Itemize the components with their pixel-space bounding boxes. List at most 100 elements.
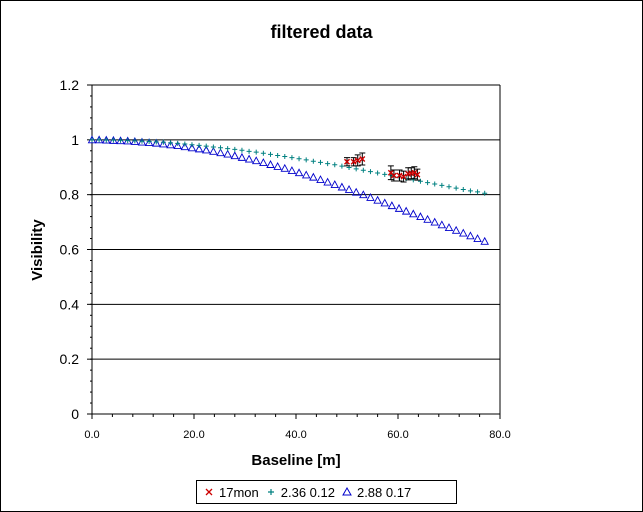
plus-point — [189, 142, 195, 148]
triangle-point — [259, 158, 268, 167]
triangle-point — [459, 228, 468, 237]
plus-point — [439, 182, 445, 188]
y-tick-label: 0 — [71, 406, 79, 422]
plus-point — [425, 180, 431, 186]
plus-point — [153, 139, 159, 145]
plus-point — [353, 166, 359, 172]
plus-point — [103, 137, 109, 143]
plus-point — [239, 147, 245, 153]
x-marker-icon — [205, 488, 213, 496]
triangle-point — [330, 180, 340, 188]
plus-point — [289, 155, 295, 161]
series-2-36-0-12 — [89, 137, 488, 196]
plus-point — [339, 163, 345, 169]
plus-point — [246, 148, 252, 154]
y-tick-label: 0.8 — [60, 187, 80, 203]
plus-point — [210, 144, 216, 150]
triangle-point — [201, 145, 211, 154]
x-axis-title: Baseline [m] — [251, 452, 340, 469]
triangle-point — [251, 156, 261, 165]
plus-point — [275, 152, 281, 158]
plus-point — [203, 143, 209, 149]
x-tick-label: 60.0 — [387, 429, 408, 441]
plus-point — [296, 156, 302, 162]
triangle-point — [159, 139, 168, 148]
triangle-point — [144, 138, 154, 147]
plus-point — [432, 181, 438, 187]
legend: 17mon 2.36 0.12 2.88 0.17 — [196, 480, 457, 504]
triangle-point — [444, 223, 454, 232]
triangle-point — [280, 163, 290, 172]
plus-point — [382, 171, 388, 177]
plus-point — [168, 140, 174, 146]
triangle-point — [216, 148, 225, 157]
plus-point — [260, 150, 266, 156]
plus-point — [96, 137, 102, 143]
x-point — [390, 172, 397, 179]
triangle-point — [323, 177, 332, 186]
x-point — [350, 158, 357, 165]
plus-point — [175, 140, 181, 146]
triangle-point — [230, 151, 240, 160]
plus-point — [367, 169, 373, 175]
plus-point — [325, 161, 331, 167]
triangle-point — [209, 146, 218, 155]
triangle-point — [451, 225, 461, 234]
plus-point — [360, 167, 366, 173]
gridlines — [92, 84, 500, 360]
triangle-point — [237, 152, 247, 161]
x-tick-label: 80.0 — [489, 429, 510, 441]
x-tick-label: 0.0 — [84, 429, 99, 441]
plus-point — [317, 159, 323, 165]
legend-item-2-88: 2.88 0.17 — [341, 485, 411, 500]
plus-point — [482, 190, 488, 196]
x-tick-labels: 0.0 20.0 40.0 60.0 80.0 — [84, 429, 510, 441]
triangle-point — [223, 149, 232, 158]
x-point — [354, 157, 361, 164]
triangle-point — [373, 195, 382, 204]
triangle-point — [301, 170, 311, 179]
triangle-point — [437, 220, 447, 229]
triangle-point — [423, 214, 432, 223]
plus-point — [146, 138, 152, 144]
triangle-point — [166, 140, 175, 149]
triangle-point — [359, 190, 368, 199]
triangle-point — [294, 168, 304, 177]
plus-point — [303, 157, 309, 163]
plus-point — [282, 154, 288, 160]
x-point — [396, 172, 403, 179]
triangle-point — [480, 236, 489, 245]
y-axis-title: Visibility — [29, 219, 46, 281]
y-tick-label: 1 — [71, 132, 79, 148]
chart-title: filtered data — [270, 22, 373, 42]
y-tick-label: 1.2 — [60, 77, 80, 93]
plus-point — [460, 186, 466, 192]
plus-point — [253, 149, 259, 155]
plus-point — [475, 189, 481, 195]
plus-point — [89, 137, 95, 143]
triangle-point — [316, 175, 325, 184]
plus-point — [196, 142, 202, 148]
triangle-point — [187, 143, 197, 152]
plus-point — [160, 139, 166, 145]
x-point — [400, 173, 407, 180]
x-tick-label: 20.0 — [183, 429, 204, 441]
triangle-point — [152, 138, 161, 147]
legend-label: 2.88 0.17 — [356, 484, 412, 500]
y-tick-labels: 0 0.2 0.4 0.6 0.8 1 1.2 — [60, 77, 80, 422]
legend-label: 2.36 0.12 — [280, 484, 335, 500]
triangle-point — [394, 203, 404, 212]
triangle-point — [137, 137, 147, 146]
legend-item-2-36: 2.36 0.12 — [265, 485, 335, 500]
y-tick-label: 0.4 — [60, 296, 80, 312]
series-2-88-0-17 — [87, 135, 489, 245]
x-tick-label: 40.0 — [285, 429, 306, 441]
plus-point — [375, 170, 381, 176]
triangle-point — [244, 154, 254, 163]
plus-point — [110, 137, 116, 143]
plus-point — [453, 185, 459, 191]
plus-point — [310, 158, 316, 164]
triangle-point — [351, 187, 361, 196]
triangle-point — [401, 206, 411, 215]
